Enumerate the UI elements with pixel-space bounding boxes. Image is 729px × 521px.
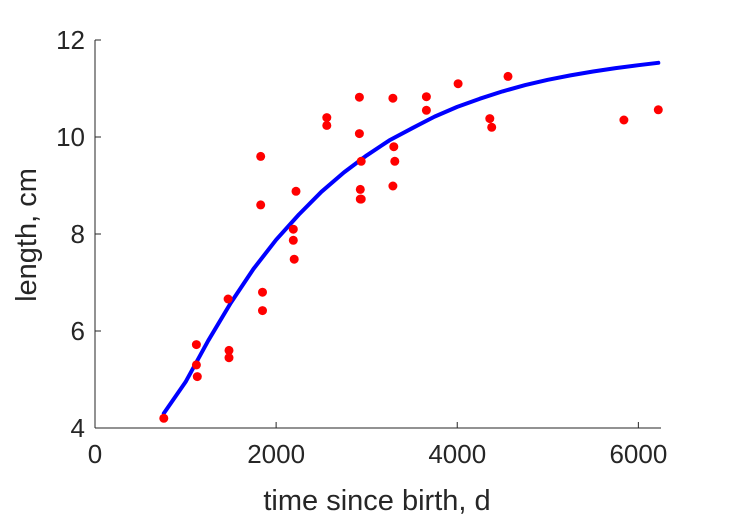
data-point [223, 294, 233, 304]
x-tick-label: 4000 [428, 439, 486, 469]
plot-area [159, 60, 663, 423]
data-point [159, 413, 169, 423]
data-point [288, 224, 298, 234]
data-point [355, 184, 365, 194]
x-tick-label: 6000 [609, 439, 667, 469]
data-point [453, 79, 463, 89]
data-point [485, 114, 495, 124]
x-tick-label: 0 [88, 439, 102, 469]
data-point [653, 105, 663, 115]
y-tick-label: 4 [71, 413, 85, 443]
data-point [191, 340, 201, 350]
data-point [224, 353, 234, 363]
data-point [354, 92, 364, 102]
data-point [356, 194, 366, 204]
y-axis-ticks: 4 6 8 10 12 [56, 25, 101, 443]
data-point [356, 156, 366, 166]
data-point [389, 142, 399, 152]
data-point [191, 360, 201, 370]
y-tick-label: 6 [71, 316, 85, 346]
data-point [291, 186, 301, 196]
y-tick-label: 8 [71, 219, 85, 249]
fit-curve [161, 60, 661, 416]
data-point [390, 156, 400, 166]
data-point [322, 113, 332, 123]
data-point [421, 92, 431, 102]
data-point [224, 345, 234, 355]
data-point [503, 71, 513, 81]
x-axis-label: time since birth, d [263, 485, 490, 517]
data-point [256, 151, 266, 161]
data-point [421, 105, 431, 115]
data-point [192, 372, 202, 382]
data-point [256, 200, 266, 210]
data-point [322, 120, 332, 130]
y-tick-label: 12 [56, 25, 85, 55]
axes [94, 40, 661, 429]
x-axis-ticks: 0 2000 4000 6000 [88, 422, 667, 469]
data-point [388, 93, 398, 103]
data-point [258, 287, 267, 297]
data-point [288, 235, 298, 245]
data-point [487, 122, 497, 132]
y-axis-label: length, cm [11, 168, 43, 302]
y-tick-label: 10 [56, 122, 85, 152]
data-point [258, 306, 267, 316]
data-point [354, 129, 364, 139]
data-point [289, 254, 299, 264]
data-point [619, 115, 629, 125]
x-tick-label: 2000 [247, 439, 305, 469]
data-point [388, 181, 398, 191]
